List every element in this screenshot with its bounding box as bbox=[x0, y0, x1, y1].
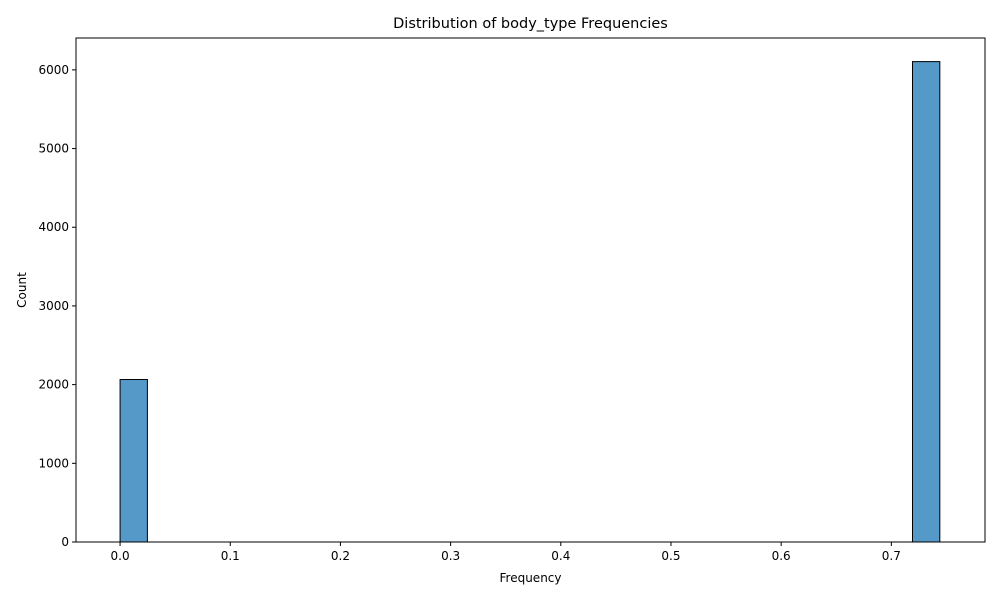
y-axis-ticks: 0 1000 2000 3000 4000 5000 6000 bbox=[38, 63, 76, 549]
y-axis-label: Count bbox=[15, 272, 29, 308]
x-tick-label: 0.5 bbox=[661, 549, 680, 563]
x-tick-label: 0.1 bbox=[221, 549, 240, 563]
x-axis-label: Frequency bbox=[500, 571, 562, 585]
plot-frame bbox=[75, 37, 986, 543]
y-tick-label: 3000 bbox=[38, 299, 69, 313]
y-tick-label: 5000 bbox=[38, 142, 69, 156]
x-tick-label: 0.0 bbox=[111, 549, 130, 563]
x-tick-label: 0.4 bbox=[551, 549, 570, 563]
y-tick-label: 4000 bbox=[38, 220, 69, 234]
histogram-bar-1 bbox=[912, 61, 941, 543]
chart-title: Distribution of body_type Frequencies bbox=[393, 16, 668, 32]
x-tick-label: 0.3 bbox=[441, 549, 460, 563]
y-tick-label: 0 bbox=[61, 535, 69, 549]
x-tick-label: 0.7 bbox=[882, 549, 901, 563]
y-tick-label: 1000 bbox=[38, 456, 69, 470]
y-tick-label: 2000 bbox=[38, 378, 69, 392]
x-tick-label: 0.2 bbox=[331, 549, 350, 563]
bars-group bbox=[119, 61, 941, 543]
x-tick-label: 0.6 bbox=[772, 549, 791, 563]
x-axis-ticks: 0.0 0.1 0.2 0.3 0.4 0.5 0.6 0.7 bbox=[111, 542, 901, 563]
histogram-bar-0 bbox=[119, 379, 148, 543]
y-tick-label: 6000 bbox=[38, 63, 69, 77]
